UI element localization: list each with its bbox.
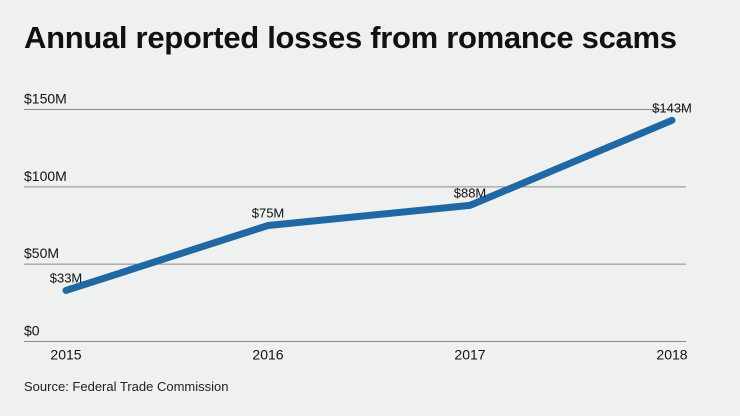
- y-tick-label: $150M: [24, 91, 67, 107]
- data-label: $75M: [252, 206, 285, 221]
- data-line: [62, 116, 676, 294]
- y-tick-label: $100M: [24, 168, 67, 184]
- x-tick-label: 2016: [252, 347, 283, 363]
- x-tick-label: 2017: [454, 347, 485, 363]
- data-label: $143M: [652, 100, 692, 115]
- x-tick-label: 2018: [656, 347, 687, 363]
- source-note: Source: Federal Trade Commission: [24, 379, 229, 394]
- data-label: $88M: [454, 185, 487, 200]
- chart-title: Annual reported losses from romance scam…: [24, 20, 677, 55]
- y-tick-label: $0: [24, 323, 40, 339]
- data-label: $33M: [50, 270, 83, 285]
- y-tick-label: $50M: [24, 245, 59, 261]
- x-tick-label: 2015: [50, 347, 81, 363]
